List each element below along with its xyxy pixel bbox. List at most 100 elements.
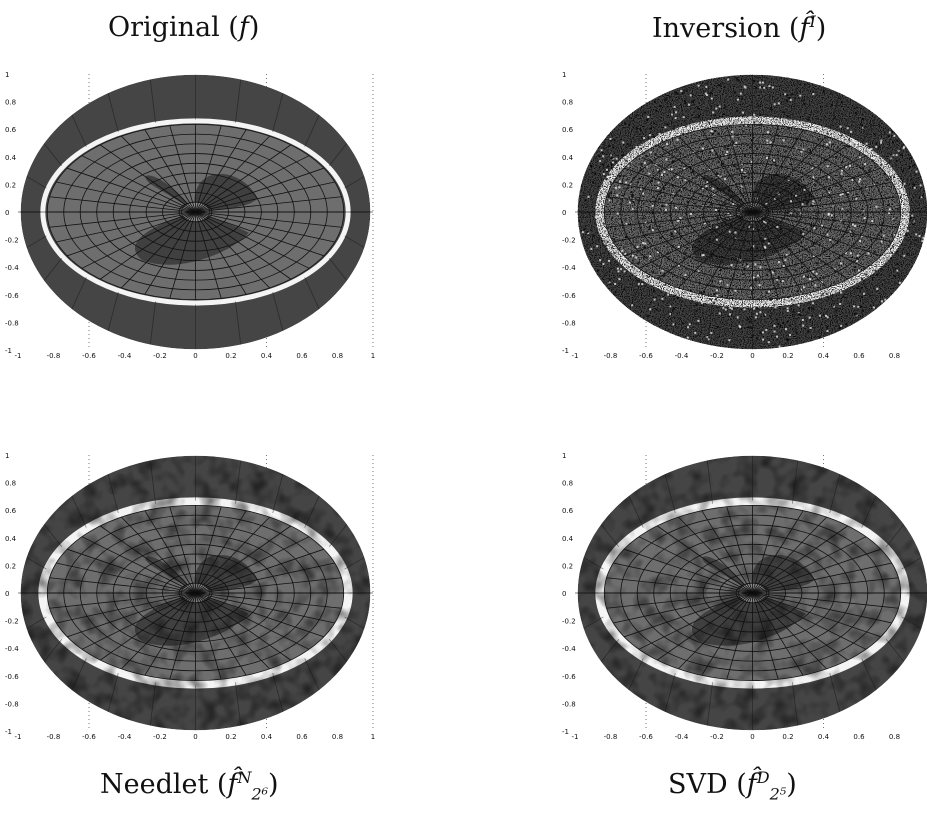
- grid-spoke-outer: [600, 143, 620, 167]
- grid-spoke-outer: [829, 672, 841, 713]
- grid-spoke: [144, 510, 196, 594]
- grid-spoke-outer: [885, 524, 905, 548]
- grid-spoke-outer: [107, 672, 119, 713]
- grid-spoke: [678, 592, 753, 670]
- grid-spoke: [752, 211, 804, 295]
- grid-spoke: [195, 196, 342, 213]
- grid-spoke-outer: [792, 79, 799, 123]
- grid-spoke: [56, 562, 196, 594]
- grid-spoke-outer: [149, 301, 156, 345]
- grid-spoke-outer: [272, 672, 284, 713]
- x-tick-label: 0.8: [332, 733, 343, 741]
- grid-spoke: [613, 181, 753, 213]
- grid-spoke: [638, 536, 753, 594]
- y-tick-label: 1: [562, 71, 566, 79]
- grid-spoke: [657, 525, 753, 594]
- x-tick-label: 0: [750, 733, 754, 741]
- grid-spoke: [195, 211, 310, 269]
- grid-spoke: [195, 592, 310, 650]
- y-tick-label: -0.8: [5, 700, 19, 708]
- grid-spoke: [169, 125, 196, 213]
- grid-spoke-outer: [861, 495, 877, 528]
- grid-spoke: [195, 592, 342, 609]
- grid-spoke: [100, 211, 196, 280]
- grid-spoke: [752, 211, 899, 228]
- x-tick-label: -0.2: [153, 352, 167, 360]
- y-tick-label: 0.8: [5, 99, 16, 107]
- grid-spoke: [195, 125, 222, 213]
- grid-spoke-outer: [664, 672, 676, 713]
- grid-spoke: [49, 211, 196, 228]
- y-tick-label: -1: [562, 347, 569, 355]
- y-tick-label: 0.4: [5, 535, 17, 543]
- grid-spoke-outer: [901, 616, 922, 629]
- grid-spoke-outer: [583, 235, 604, 248]
- grid-spoke: [169, 211, 196, 299]
- grid-spoke-outer: [706, 79, 713, 123]
- grid-spoke-outer: [26, 557, 47, 570]
- x-tick-label: -1: [572, 733, 579, 741]
- grid-spoke: [701, 510, 753, 594]
- grid-spoke: [195, 167, 324, 213]
- grid-spoke: [638, 155, 753, 213]
- grid-spoke: [752, 592, 827, 670]
- y-tick-label: -0.4: [5, 645, 19, 653]
- grid-spoke-outer: [304, 114, 320, 147]
- grid-spoke-outer: [885, 143, 905, 167]
- grid-spoke-outer: [706, 460, 713, 504]
- grid-spoke-outer: [829, 473, 841, 514]
- grid-spoke: [195, 592, 222, 680]
- grid-spoke: [657, 211, 753, 280]
- grid-spoke: [752, 135, 827, 213]
- grid-spoke: [624, 211, 753, 257]
- grid-spoke: [67, 548, 196, 594]
- grid-spoke: [752, 592, 804, 676]
- grid-spoke: [678, 516, 753, 594]
- caption-needlet: Needlet (f̂N2⁶): [100, 768, 279, 804]
- grid-spoke-outer: [861, 114, 877, 147]
- grid-spoke: [56, 211, 196, 243]
- grid-spoke: [752, 592, 881, 638]
- grid-spoke: [195, 211, 335, 243]
- grid-spoke: [121, 592, 196, 670]
- caption-inversion: Inversion (f̂I): [652, 12, 827, 44]
- x-tick-label: 0.8: [889, 352, 900, 360]
- grid-spoke: [606, 196, 753, 213]
- grid-spoke: [169, 592, 196, 680]
- x-tick-label: -0.8: [47, 352, 61, 360]
- x-tick-label: 0.6: [853, 352, 865, 360]
- grid-spoke: [752, 125, 779, 213]
- x-tick-label: 1: [371, 733, 375, 741]
- grid-spoke-outer: [628, 658, 644, 691]
- grid-spoke-outer: [328, 257, 348, 281]
- grid-spoke: [726, 211, 753, 299]
- y-tick-label: 0.4: [562, 154, 574, 162]
- grid-spoke: [752, 211, 881, 257]
- grid-spoke-outer: [304, 495, 320, 528]
- grid-spoke-outer: [829, 291, 841, 332]
- grid-spoke: [195, 129, 247, 213]
- x-tick-label: 0.8: [889, 733, 900, 741]
- x-tick-label: 0.6: [296, 352, 308, 360]
- grid-spoke: [195, 592, 270, 670]
- grid-spoke: [752, 592, 867, 650]
- grid-spoke: [678, 211, 753, 289]
- grid-spoke-outer: [328, 524, 348, 548]
- grid-spoke-outer: [328, 143, 348, 167]
- noise-speckles: [581, 77, 925, 348]
- grid-spoke: [701, 129, 753, 213]
- grid-spoke-outer: [235, 682, 242, 726]
- grid-spoke-outer: [628, 114, 644, 147]
- y-tick-label: -0.2: [5, 237, 19, 245]
- grid-spoke: [195, 211, 247, 295]
- y-tick-label: 0.6: [5, 126, 17, 134]
- grid-spoke: [752, 211, 848, 280]
- y-tick-label: 0.4: [562, 535, 574, 543]
- grid-spoke: [752, 196, 899, 213]
- grid-spoke: [67, 592, 196, 638]
- grid-spoke: [752, 592, 892, 624]
- grid-spoke: [752, 577, 899, 594]
- panel-inversion: 1 0.8 0.6 0.4 0.2 0 -0.2 -0.4 -0.6 -0.8 -1-1 -0.8 -0…: [562, 71, 927, 360]
- x-tick-label: 0.2: [782, 733, 793, 741]
- grid-spoke-outer: [583, 616, 604, 629]
